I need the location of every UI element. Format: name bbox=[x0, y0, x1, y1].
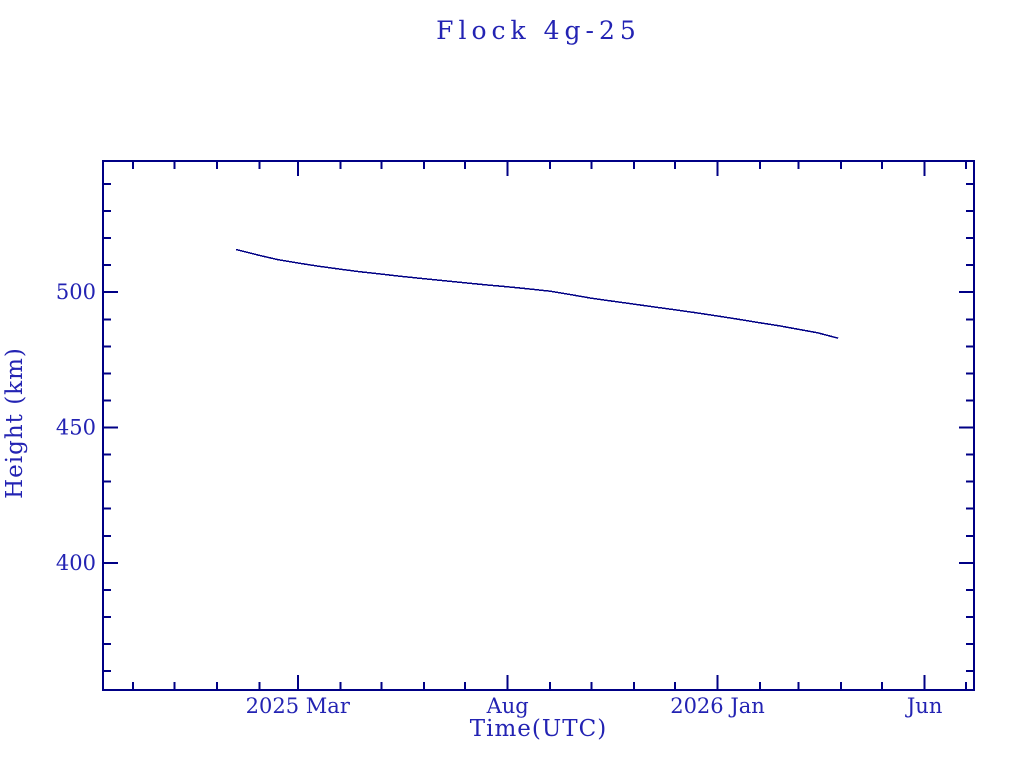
y-tick-label: 500 bbox=[56, 280, 96, 304]
y-tick-label: 400 bbox=[56, 551, 96, 575]
x-tick-label: 2026 Jan bbox=[670, 694, 765, 718]
chart-title: Flock 4g-25 bbox=[436, 16, 641, 45]
x-tick-label: 2025 Mar bbox=[246, 694, 351, 718]
plot-frame bbox=[102, 160, 975, 691]
height-line bbox=[235, 248, 839, 339]
x-tick-label: Aug bbox=[486, 694, 529, 718]
x-tick-label: Jun bbox=[905, 694, 942, 718]
x-axis-title: Time(UTC) bbox=[469, 716, 608, 742]
y-tick-label: 450 bbox=[56, 416, 96, 440]
